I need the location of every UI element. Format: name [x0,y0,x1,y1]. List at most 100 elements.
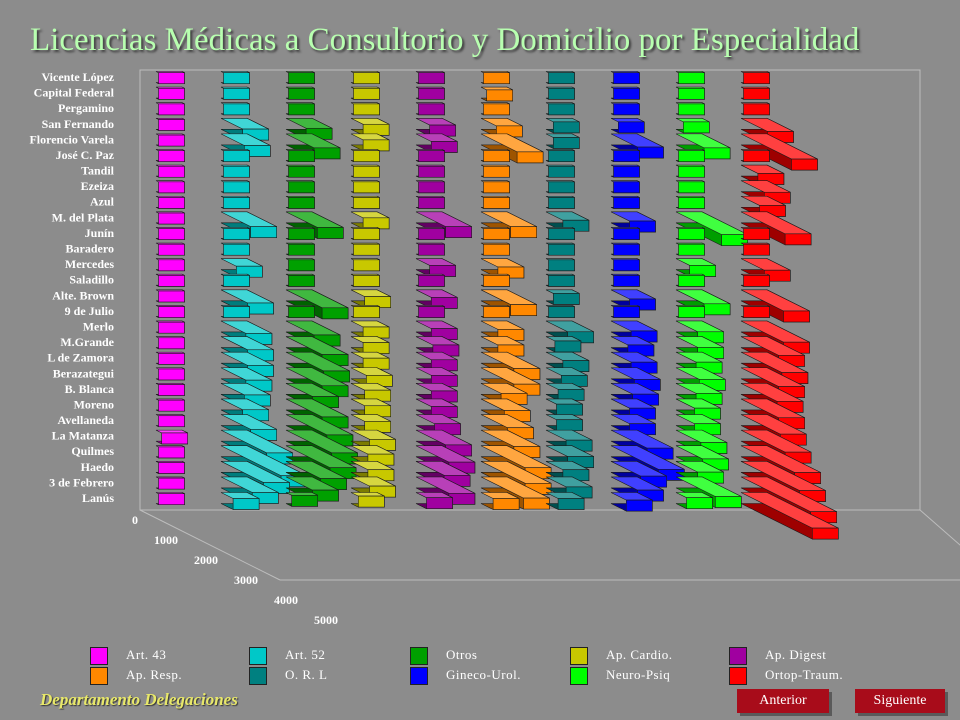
page-title: Licencias Médicas a Consultorio y Domici… [30,22,860,58]
bar [545,382,585,401]
bar [285,117,333,140]
bar [350,86,380,100]
bar [415,336,460,357]
bar [480,164,510,178]
bar [155,289,185,303]
bar [350,273,380,287]
bar [155,351,185,365]
next-button[interactable]: Siguiente [855,689,945,713]
bar [220,164,250,178]
bar [415,351,458,372]
bar [155,398,185,412]
bar [285,242,315,256]
bar [740,226,770,241]
bar [415,304,445,319]
legend-label: Gineco-Urol. [446,667,521,682]
bar [285,164,315,178]
bar [545,180,575,194]
bar [155,273,185,287]
bar [220,414,278,441]
bar [285,476,339,502]
bar [545,304,575,319]
legend-label: Neuro-Psiq [606,667,671,682]
bar [350,102,380,116]
category-label: José C. Paz [56,148,115,162]
bar [155,460,185,474]
category-label: Berazategui [53,366,115,380]
bar [220,180,250,194]
value-axis-line [139,509,281,581]
bar [545,148,575,163]
bar [155,86,185,100]
bar [220,102,250,116]
bar [155,226,185,241]
bar [415,320,458,341]
bar [480,492,520,510]
bar [350,258,380,272]
bar [610,86,640,100]
legend-swatch [570,667,588,685]
bar [545,414,583,432]
bar [675,226,705,241]
bar [155,211,185,225]
bar [415,102,445,116]
bar [155,71,185,85]
bar [350,382,392,402]
legend-swatch [90,647,108,665]
bar [285,195,315,209]
category-label: La Matanza [52,429,114,443]
category-label: Pergamino [58,101,114,115]
bar [480,102,510,116]
category-label: L de Zamora [47,351,114,365]
bar [155,367,185,381]
bar [415,398,458,419]
value-tick-label: 0 [132,513,138,527]
bar [545,289,580,305]
category-label: 9 de Julio [65,304,114,318]
bar [675,164,705,178]
legend-swatch [410,667,428,685]
bar [350,304,380,319]
legend-swatch [249,667,267,685]
bar [480,86,514,102]
bar [155,492,185,506]
bar [545,195,575,209]
floor-right-edge [919,509,960,546]
bar [415,133,458,153]
bar [415,382,458,403]
category-label: Ezeiza [81,179,114,193]
bar [220,148,250,163]
department-label[interactable]: Departamento Delegaciones [40,690,238,709]
legend-label: O. R. L [285,667,328,682]
bar [415,195,445,209]
bar [740,102,770,116]
bar [545,273,575,287]
bar [155,148,185,163]
bar [415,226,445,241]
bar [155,336,185,350]
bar [350,492,385,508]
previous-button[interactable]: Anterior [737,689,829,713]
chart: 0 1000 2000 3000 4000 5000 Vicente López Capita… [29,69,960,627]
bar [220,226,250,241]
category-label: M.Grande [60,335,114,349]
bar [545,164,575,178]
bar [675,304,705,319]
bar [220,86,250,100]
bar [545,398,583,416]
bar [610,180,640,194]
category-label: Alte. Brown [52,288,114,302]
bar [675,180,705,194]
bar [610,258,640,272]
bar [285,86,315,100]
bar [155,102,185,116]
bar [480,398,531,423]
bar [220,242,250,256]
bar [675,102,705,116]
legend-label: Ap. Resp. [126,667,183,682]
bar [740,148,770,163]
bar [285,289,349,320]
bar [610,195,640,209]
value-tick-label: 1000 [154,533,178,547]
bar [480,117,523,138]
